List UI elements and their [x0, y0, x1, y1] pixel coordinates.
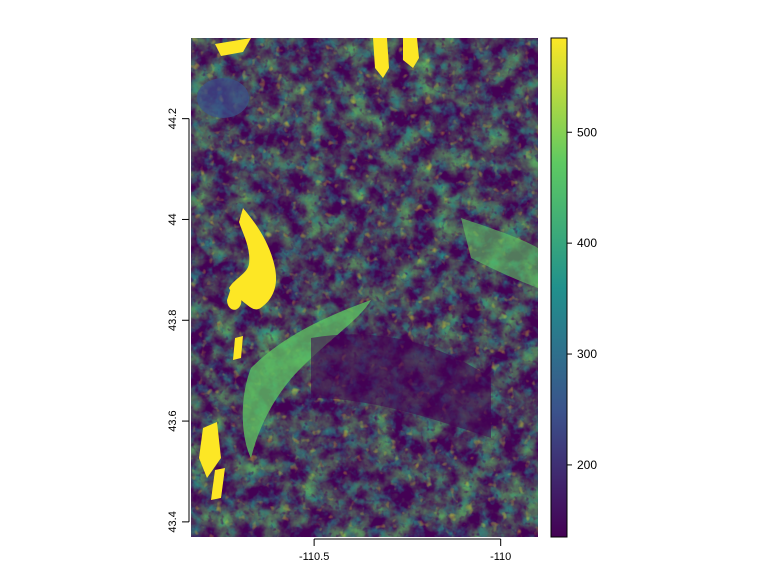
y-tick-label: 43.6: [167, 410, 179, 431]
legend-tick-label: 200: [577, 458, 597, 472]
raster-map: [191, 38, 538, 537]
legend-tick-label: 400: [577, 236, 597, 250]
raster-image: [191, 38, 538, 537]
y-axis: 43.4 43.6 43.8 44 44.2: [167, 108, 190, 533]
legend-tick-label: 500: [577, 125, 597, 139]
x-tick-label: -110.5: [299, 551, 329, 563]
color-legend: 200 300 400 500: [550, 37, 597, 538]
y-tick-label: 44: [167, 213, 179, 225]
x-axis: -110.5 -110: [299, 538, 511, 563]
x-tick-label: -110: [490, 551, 511, 563]
y-tick-label: 44.2: [167, 108, 179, 129]
y-tick-label: 43.4: [167, 511, 179, 532]
legend-tick-label: 300: [577, 347, 597, 361]
y-tick-label: 43.8: [167, 310, 179, 331]
